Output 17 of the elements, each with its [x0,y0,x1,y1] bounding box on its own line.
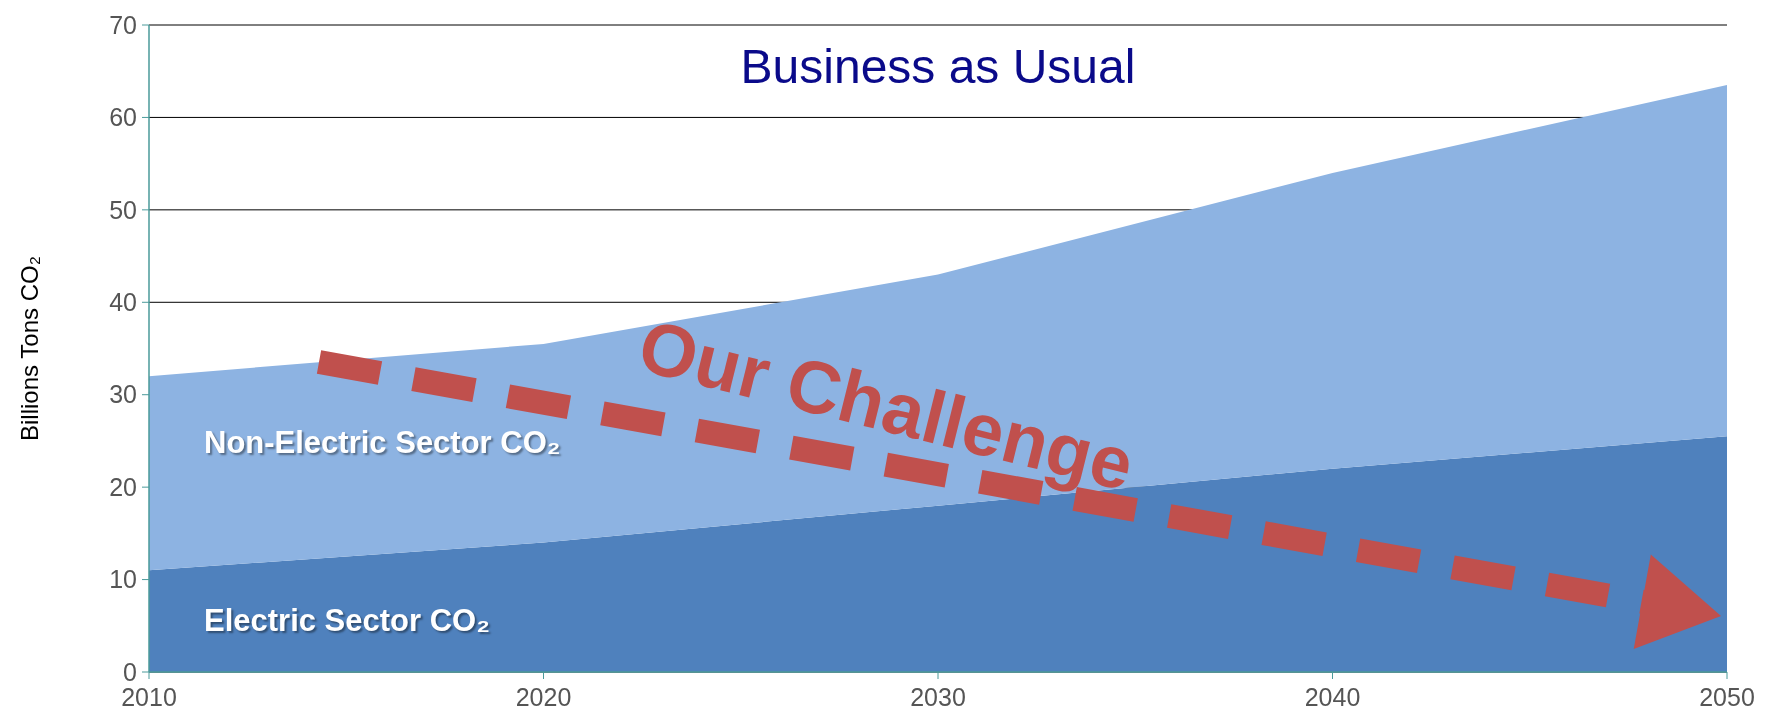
y-tick-label: 10 [109,565,137,594]
x-tick-label: 2040 [1304,683,1361,711]
x-tick-label: 2050 [1699,683,1755,711]
series-label: Non-Electric Sector CO₂ [204,425,561,461]
x-tick-label: 2020 [515,683,572,711]
chart-title: Business as Usual [740,40,1136,93]
y-axis-title: Billions Tons CO₂ [16,256,43,441]
y-tick-label: 0 [123,657,137,686]
series-label: Electric Sector CO₂ [204,603,490,639]
y-tick-label: 40 [109,288,137,317]
y-tick-label: 20 [109,472,137,501]
y-tick-label: 70 [109,10,137,39]
x-tick-label: 2010 [121,683,177,711]
y-tick-label: 60 [109,103,137,132]
y-tick-label: 30 [109,380,137,409]
y-tick-label: 50 [109,195,137,224]
x-tick-label: 2030 [910,683,966,711]
